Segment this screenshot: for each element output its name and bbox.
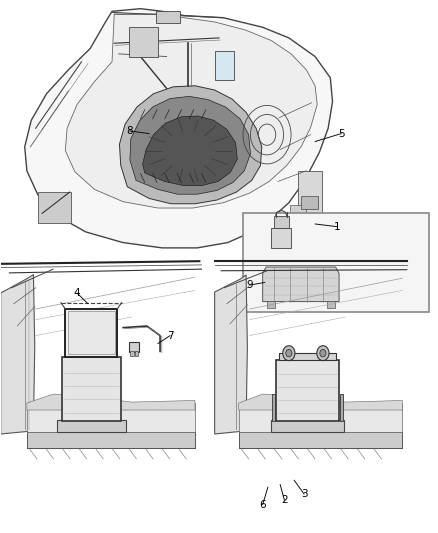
Circle shape [286, 350, 292, 357]
Bar [135, 351, 138, 356]
Bar [130, 27, 158, 56]
Bar [131, 351, 134, 356]
Text: 1: 1 [334, 222, 340, 232]
Bar [239, 432, 403, 448]
Bar [62, 357, 121, 421]
Bar [38, 192, 71, 223]
Polygon shape [120, 86, 262, 204]
Bar [215, 51, 234, 80]
Circle shape [320, 350, 326, 357]
Bar [276, 360, 339, 421]
Polygon shape [65, 14, 317, 208]
Bar [57, 419, 126, 432]
Text: 3: 3 [301, 489, 307, 499]
Bar [279, 353, 336, 360]
Text: 5: 5 [338, 128, 345, 139]
Bar [68, 311, 115, 354]
Polygon shape [263, 267, 339, 302]
Bar [239, 403, 403, 432]
Bar [272, 394, 275, 421]
Bar [327, 301, 335, 308]
Text: 8: 8 [126, 126, 133, 136]
Text: 6: 6 [259, 499, 266, 510]
Polygon shape [130, 96, 251, 194]
Polygon shape [215, 275, 247, 434]
Bar [130, 342, 139, 352]
Text: 9: 9 [246, 280, 253, 290]
Bar [272, 419, 344, 432]
Bar [297, 171, 321, 213]
Polygon shape [25, 9, 332, 248]
Text: 4: 4 [74, 288, 81, 298]
Circle shape [283, 346, 295, 361]
Polygon shape [1, 274, 35, 434]
Bar [243, 213, 428, 312]
Text: 7: 7 [167, 330, 173, 341]
Polygon shape [27, 394, 195, 410]
Bar [274, 216, 289, 228]
Polygon shape [239, 394, 403, 410]
Bar [155, 11, 180, 23]
Bar [272, 228, 291, 248]
Text: 2: 2 [281, 495, 288, 505]
Bar [340, 394, 343, 421]
Bar [290, 205, 306, 235]
Circle shape [317, 346, 329, 361]
Bar [27, 432, 195, 448]
Bar [267, 301, 275, 308]
Bar [301, 196, 318, 209]
Bar [65, 309, 117, 357]
Bar [27, 403, 195, 432]
Polygon shape [143, 116, 237, 185]
